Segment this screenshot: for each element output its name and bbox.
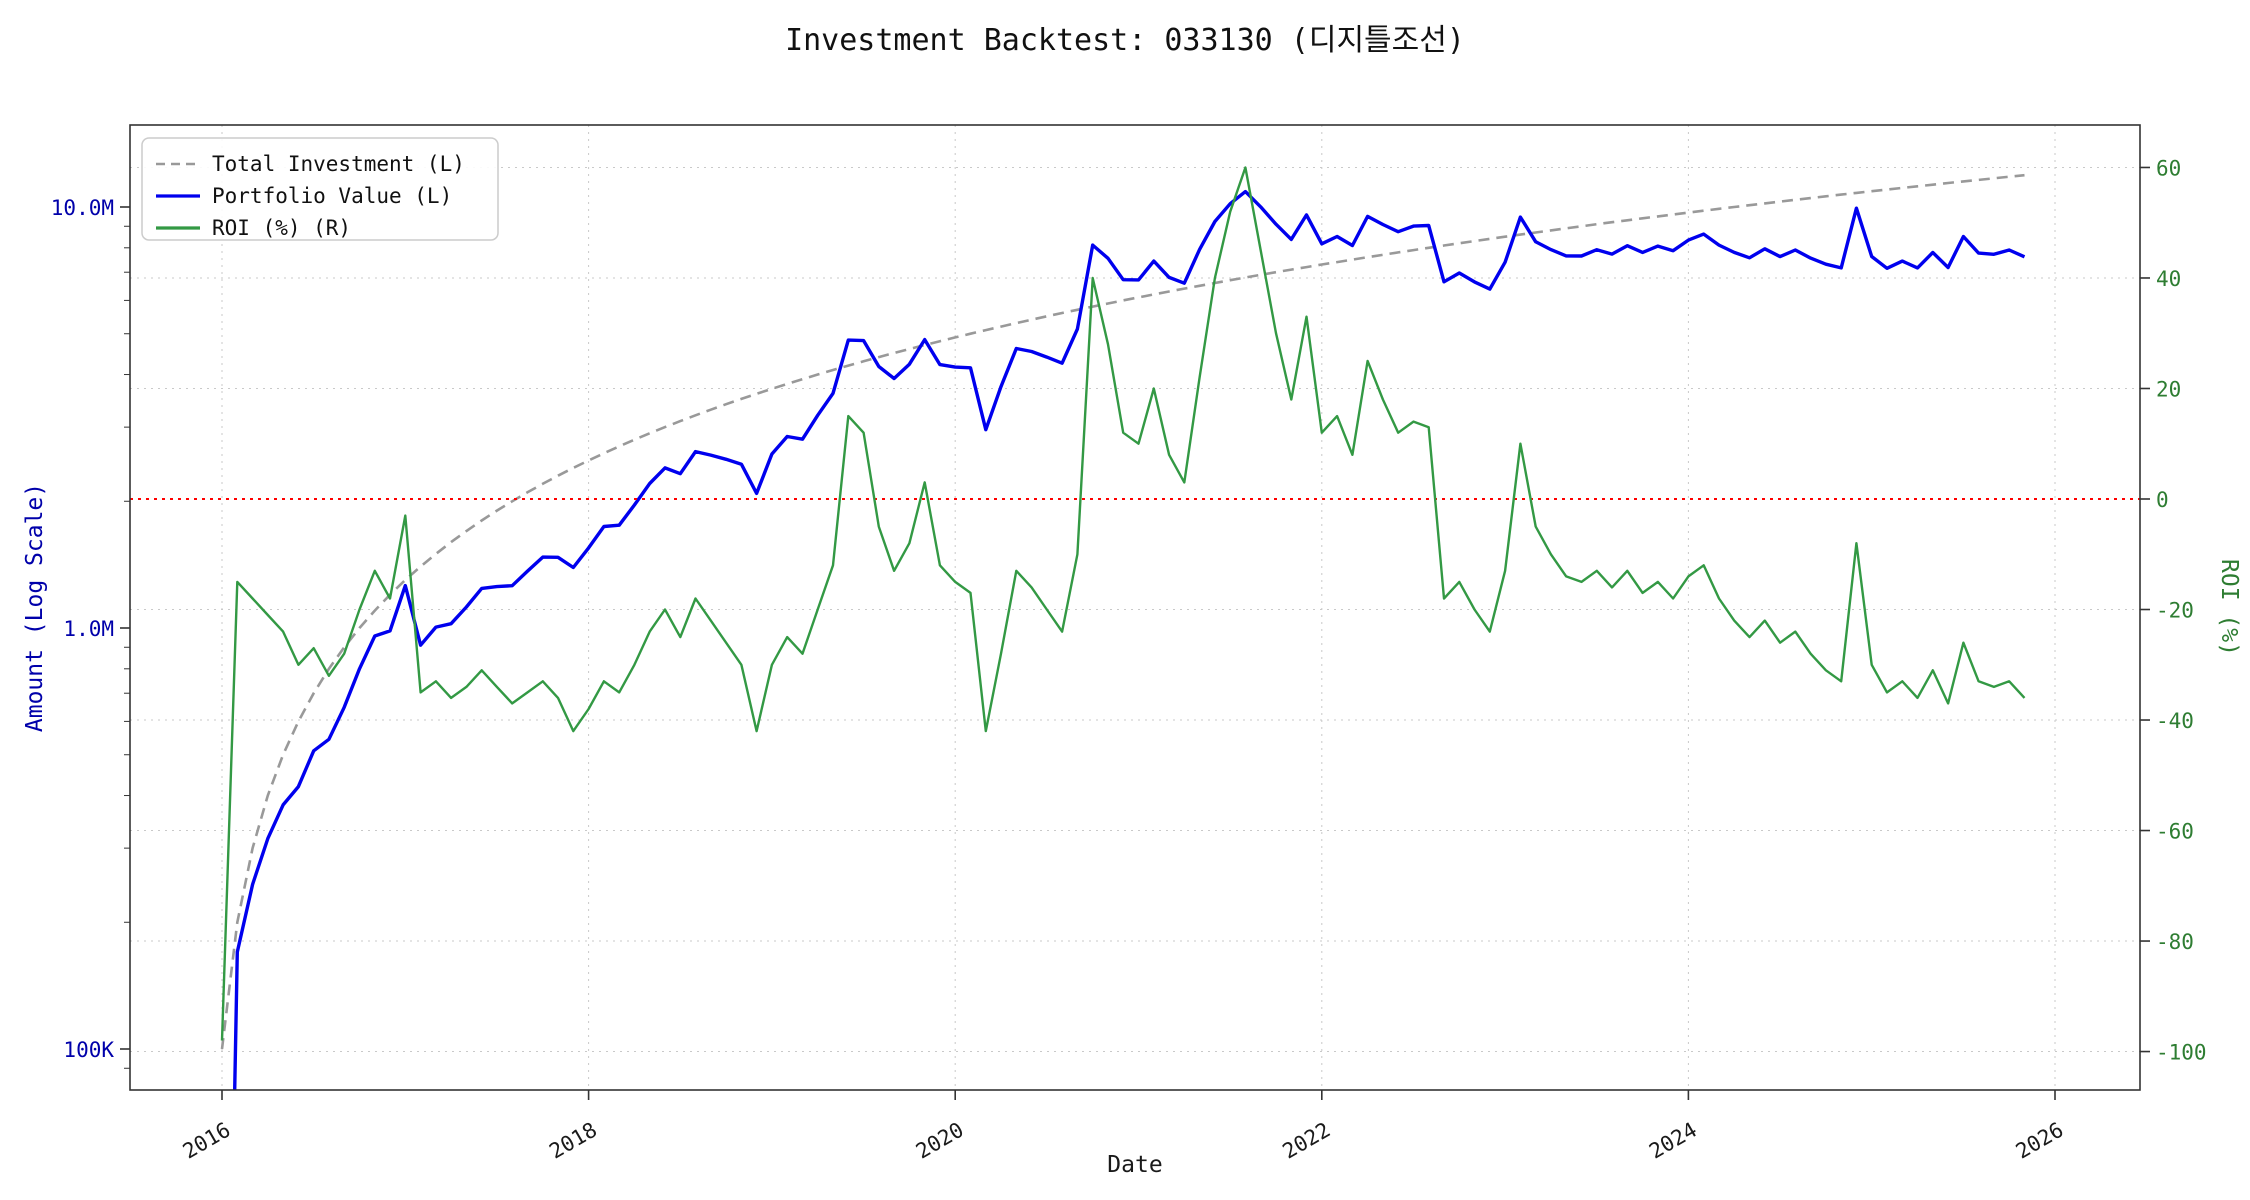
portfolio-value-line (233, 189, 2026, 1090)
right-tick-label: -60 (2156, 820, 2194, 844)
legend: Total Investment (L) Portfolio Value (L) R… (141, 137, 499, 241)
right-tick-label: -100 (2156, 1041, 2207, 1065)
legend-box (141, 137, 499, 241)
plot-border (129, 124, 2141, 1091)
roi-line (220, 166, 2026, 1041)
left-tick-label: 1.0M (63, 617, 114, 641)
plot-area (130, 166, 2140, 1090)
right-tick-label: -80 (2156, 930, 2194, 954)
right-axis-title: ROI (%) (2216, 559, 2242, 656)
left-axis-title: Amount (Log Scale) (22, 483, 48, 732)
right-tick-label: 40 (2156, 267, 2181, 291)
legend-label: Portfolio Value (L) (212, 184, 452, 208)
right-tick-label: 20 (2156, 377, 2181, 401)
gridlines (130, 125, 2140, 1090)
legend-label: Total Investment (L) (212, 152, 465, 176)
left-tick-label: 10.0M (51, 196, 114, 220)
right-tick-label: -20 (2156, 599, 2194, 623)
right-tick-label: 0 (2156, 488, 2169, 512)
chart-title: Investment Backtest: 033130 (디지틀조선) (785, 23, 1465, 58)
x-axis-title: Date (1107, 1152, 1162, 1178)
legend-label: ROI (%) (R) (212, 216, 351, 240)
left-tick-label: 100K (63, 1038, 114, 1062)
right-tick-label: 60 (2156, 156, 2181, 180)
right-tick-label: -40 (2156, 709, 2194, 733)
